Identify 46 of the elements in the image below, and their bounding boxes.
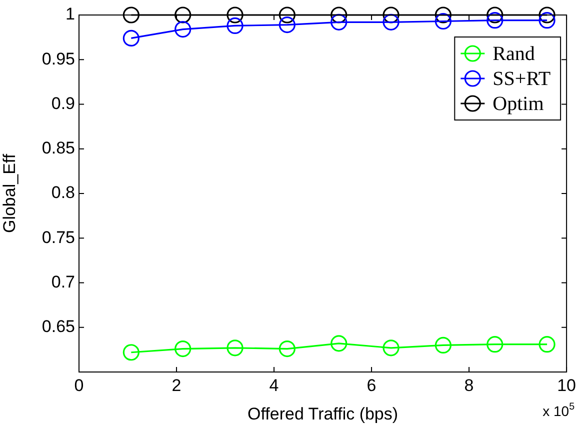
point (174, 340, 192, 358)
x-tick-label: 6 (366, 376, 376, 395)
y-tick-label: 1 (66, 4, 75, 24)
point (122, 344, 140, 361)
x-tick-label: 0 (74, 376, 84, 395)
x-tick-label: 8 (464, 376, 474, 395)
y-tick-label: 0.7 (51, 272, 75, 292)
point (434, 6, 452, 24)
y-tick-label: 0.8 (51, 183, 75, 202)
point (486, 336, 504, 353)
point (486, 12, 504, 29)
point (382, 14, 400, 30)
point (174, 20, 192, 38)
y-tick-label: 0.75 (42, 228, 75, 247)
point (330, 14, 348, 30)
point (226, 17, 244, 34)
y-tick-label: 0.95 (42, 49, 75, 68)
point (382, 340, 400, 356)
x-tick-label: 4 (269, 376, 279, 395)
point (122, 30, 140, 47)
point (278, 6, 296, 24)
point (174, 6, 192, 24)
point (434, 336, 452, 354)
point (226, 340, 244, 356)
y-tick-label: 0.85 (42, 138, 75, 158)
y-axis-title: Global_Eff (0, 154, 19, 234)
point (278, 16, 296, 34)
x-axis-title: Offered Traffic (bps) (248, 404, 398, 424)
point (486, 6, 504, 24)
point (330, 6, 348, 24)
point (330, 335, 348, 352)
y-tick-label: 0.65 (42, 317, 75, 336)
point (278, 340, 296, 358)
legend-label: Optim (492, 92, 544, 115)
legend-label: Rand (492, 42, 535, 65)
point (122, 6, 140, 24)
point (538, 12, 556, 29)
legend-label: SS+RT (492, 68, 551, 90)
point (538, 6, 556, 24)
x-tick-label: 2 (172, 376, 182, 395)
point (434, 12, 452, 30)
x-tick-label: 10 (557, 376, 576, 395)
point (538, 336, 556, 353)
point (382, 6, 400, 24)
y-tick-label: 0.9 (51, 94, 75, 113)
point (226, 6, 244, 24)
